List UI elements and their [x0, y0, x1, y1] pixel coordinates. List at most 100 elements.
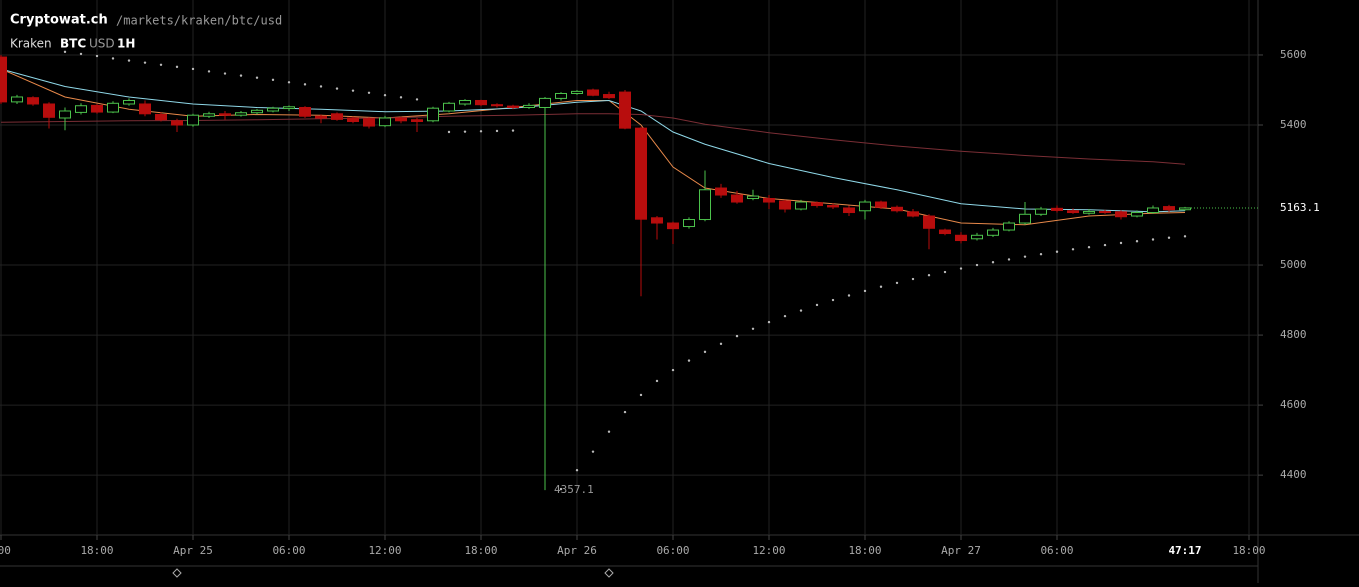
y-tick-label: 4400: [1280, 468, 1307, 481]
sar-dot: [959, 267, 963, 270]
candle-body: [443, 102, 455, 112]
candle-body: [267, 107, 279, 112]
candle-body: [363, 118, 375, 127]
exchange[interactable]: Kraken: [10, 37, 52, 51]
sar-dot: [239, 74, 243, 77]
x-tick-label: Apr 26: [557, 544, 597, 557]
sar-dot: [799, 309, 803, 312]
event-marker[interactable]: [604, 568, 614, 578]
base[interactable]: BTC: [60, 37, 86, 51]
candle-body: [891, 206, 903, 212]
sar-dot: [687, 359, 691, 362]
candle-body: [1035, 208, 1047, 215]
sar-dot: [287, 81, 291, 84]
sar-dot: [767, 320, 771, 324]
candle-body: [251, 109, 263, 114]
candle-body: [299, 106, 311, 117]
candle-body: [107, 102, 119, 113]
sar-dot: [927, 274, 931, 277]
y-tick-label: 5400: [1280, 118, 1307, 131]
x-tick-label: 18:00: [1232, 544, 1265, 557]
y-tick-label: 5600: [1280, 48, 1307, 61]
candle-body: [571, 90, 583, 94]
x-tick-label: 18:00: [80, 544, 113, 557]
plot: 4400 4600 4800 5000 5400 5600:00 18:00 Apr 25 06…: [0, 0, 1320, 557]
candle-body: [1019, 213, 1031, 224]
candle-body: [379, 117, 391, 127]
candle-body: [1003, 222, 1015, 231]
sar-dot: [879, 285, 883, 288]
candle-body: [1051, 207, 1063, 211]
sar-dot: [207, 70, 211, 73]
event-marker[interactable]: [172, 568, 182, 578]
candle-body: [395, 117, 407, 122]
candle-body: [27, 97, 39, 105]
candle-body: [1099, 210, 1111, 214]
candle-body: [635, 127, 647, 220]
candle-body: [155, 113, 167, 121]
market-path: /markets/kraken/btc/usd: [116, 14, 282, 28]
sar-dot: [1039, 252, 1043, 256]
sar-dot: [111, 57, 115, 60]
candle-body: [203, 113, 215, 117]
sar-dot: [127, 59, 131, 62]
candle-body: [1163, 206, 1175, 211]
candle-body: [779, 200, 791, 210]
sar-dot: [463, 130, 467, 133]
candle-body: [411, 119, 423, 122]
sar-dot: [175, 65, 179, 69]
candle-body: [43, 103, 55, 118]
candle-body: [619, 91, 631, 129]
period[interactable]: 1H: [117, 37, 135, 51]
sar-dot: [367, 91, 371, 94]
candle-body: [0, 56, 7, 103]
candle-body: [667, 222, 679, 230]
sar-dot: [1071, 248, 1075, 251]
sar-dot: [399, 96, 403, 99]
sar-dot: [1167, 236, 1171, 239]
sar-dot: [447, 130, 451, 134]
sar-dot: [831, 298, 835, 302]
sar-dot: [783, 314, 787, 318]
sar-dot: [159, 63, 163, 66]
candle-body: [475, 99, 487, 106]
candle-body: [715, 187, 727, 196]
y-tick-label: 4600: [1280, 398, 1307, 411]
sar-dot: [191, 67, 195, 71]
candle-body: [187, 114, 199, 126]
x-tick-label: 06:00: [1040, 544, 1073, 557]
sar-dot: [255, 76, 259, 79]
sar-dot: [559, 487, 563, 491]
candle-body: [603, 94, 615, 99]
site-title[interactable]: Cryptowat.ch: [10, 13, 108, 28]
sar-dot: [991, 261, 995, 264]
candle-body: [139, 103, 151, 115]
sar-dot: [1055, 250, 1059, 253]
candle-body: [987, 229, 999, 236]
sar-dot: [1103, 243, 1107, 247]
candle-body: [315, 115, 327, 119]
x-tick-label: 12:00: [752, 544, 785, 557]
candle-body: [75, 105, 87, 113]
candle-body: [683, 219, 695, 228]
sar-dot: [1151, 238, 1155, 241]
sar-dot: [319, 85, 323, 88]
y-tick-label: 5000: [1280, 258, 1307, 271]
sar-dot: [1023, 255, 1027, 258]
x-tick-label: :00: [0, 544, 11, 557]
sar-dot: [751, 327, 755, 330]
candle-body: [507, 105, 519, 108]
sar-dot: [1087, 245, 1091, 249]
candle-body: [539, 97, 551, 108]
sar-dot: [1135, 240, 1139, 243]
quote[interactable]: USD: [89, 37, 115, 51]
candle-body: [811, 202, 823, 207]
sar-dot: [1007, 258, 1011, 261]
candle-body: [59, 110, 71, 119]
candle-body: [91, 104, 103, 113]
sar-dot: [847, 294, 851, 297]
candle-body: [587, 89, 599, 96]
candle-body: [123, 99, 135, 105]
